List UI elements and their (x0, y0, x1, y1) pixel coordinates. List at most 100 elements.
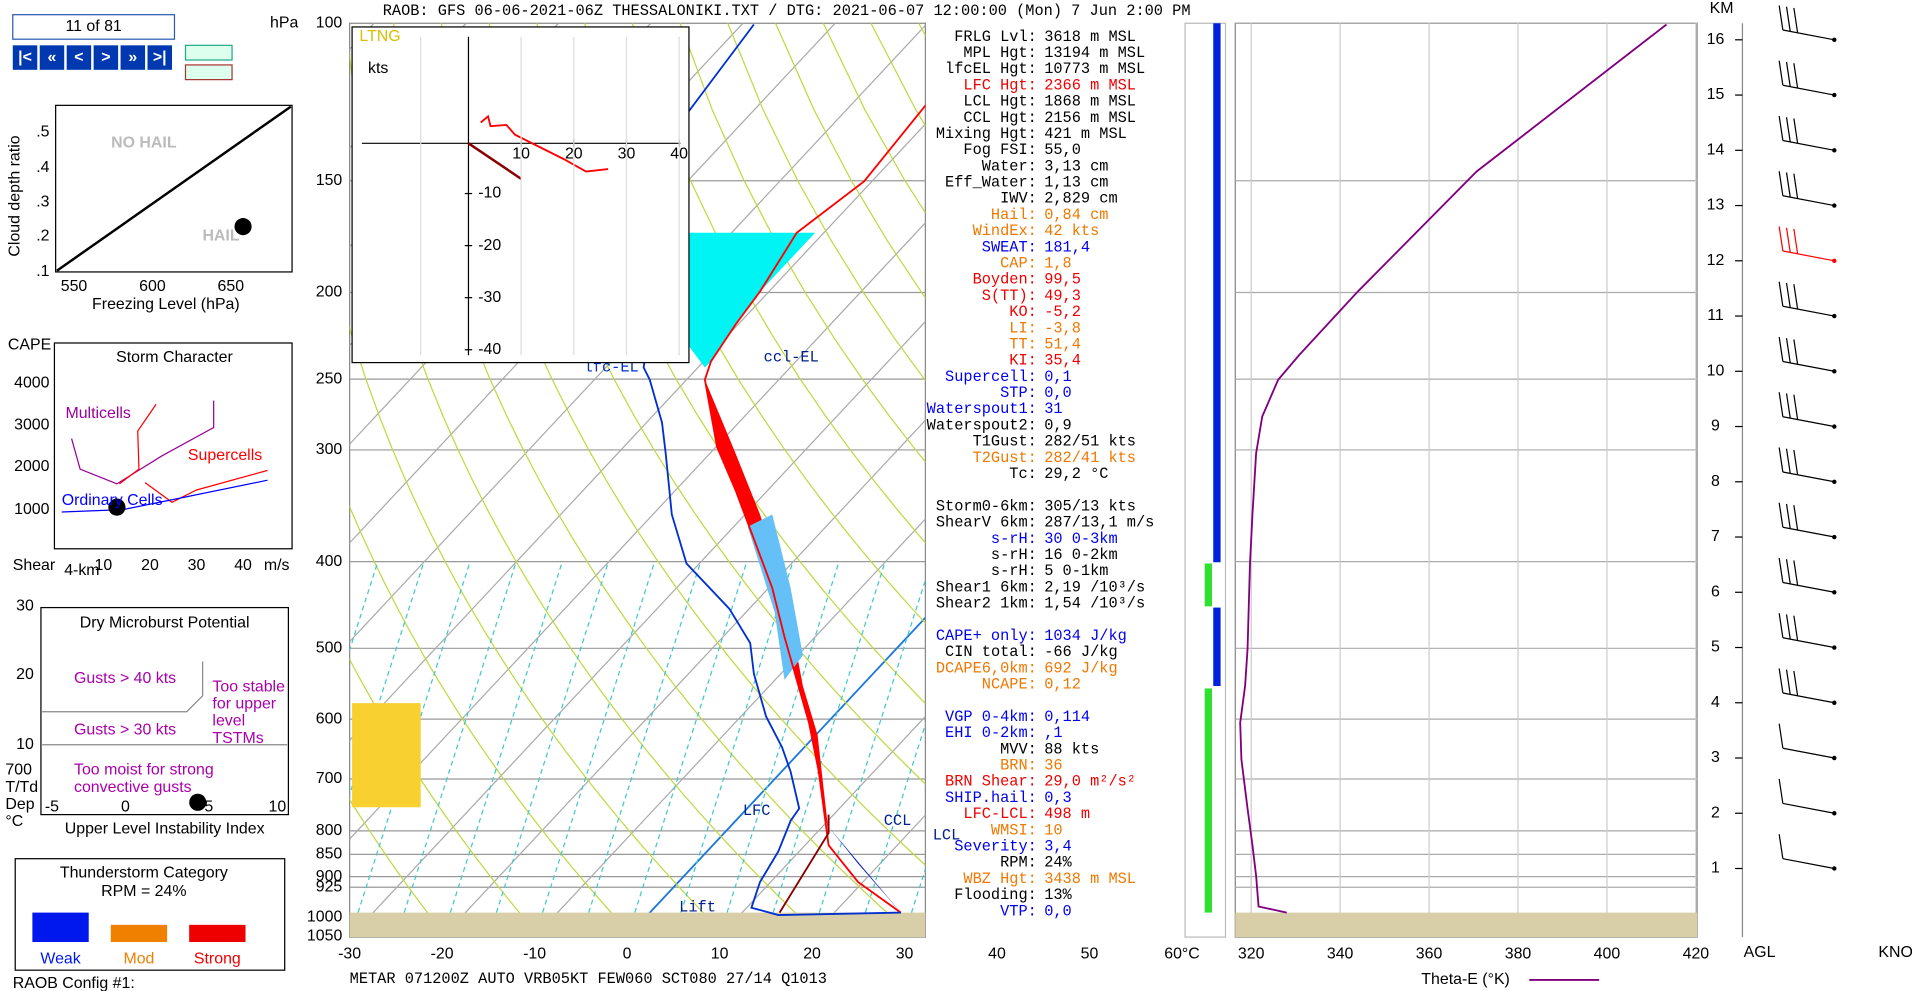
index-label: Fog FSI: (963, 141, 1036, 159)
region-line (42, 661, 204, 713)
nav-button-label: « (48, 49, 57, 66)
icon[interactable] (184, 44, 233, 61)
barb-feather (1785, 614, 1791, 640)
mixing-ratio (626, 561, 748, 938)
index-value: 0,3 (1044, 789, 1072, 807)
index-label: SWEAT: (982, 238, 1037, 256)
index-label: VTP: (1000, 902, 1037, 920)
barb-feather (1793, 670, 1799, 696)
barb-feather (1778, 115, 1784, 141)
pressure-label: 925 (316, 878, 343, 895)
index-label: TT: (1009, 335, 1037, 353)
index-label: BRN Shear: (945, 773, 1037, 791)
mixing-ratio (395, 561, 517, 938)
index-label: MPL Hgt: (963, 44, 1036, 62)
index-label: Boyden: (973, 271, 1037, 289)
mixing-ratio (349, 561, 379, 653)
index-value: 1,54 /10³/s (1044, 595, 1145, 613)
bar (1213, 23, 1221, 563)
nav-button[interactable] (66, 45, 92, 70)
index-label: Shear1 6km: (936, 578, 1037, 596)
barb-feather (1785, 61, 1791, 87)
index-value: 287/13,1 m/s (1044, 514, 1154, 532)
barb-dot (1832, 755, 1837, 761)
x-label: Upper Level Instability Index (65, 821, 265, 838)
nav-button[interactable] (93, 45, 119, 70)
knots: KNOTS (1878, 944, 1912, 961)
x-tick-label: -5 (45, 798, 59, 815)
nav-button-label: > (101, 49, 110, 66)
index-value: 42 kts (1044, 222, 1099, 240)
barb-feather (1778, 557, 1784, 583)
index-value: 49,3 (1044, 287, 1081, 305)
counter-box (12, 14, 176, 40)
barb-dot (1832, 700, 1837, 705)
hodo-unit: kts (368, 60, 388, 77)
index-value: 51,4 (1044, 335, 1081, 353)
nav-button[interactable] (120, 45, 146, 70)
barb-feather (1778, 668, 1784, 694)
km-label: 10 (1707, 362, 1725, 379)
barb-dot (1832, 258, 1837, 264)
barb-dot (1832, 203, 1837, 208)
x-tick-label: 30 (188, 557, 206, 574)
dry-adiabat (583, 23, 926, 625)
y-tick-label: .1 (36, 263, 49, 280)
x-tick-label: 650 (218, 278, 245, 295)
x-tick-label: 420 (1683, 945, 1710, 962)
index-label: Mixing Hgt: (936, 125, 1037, 143)
temperature-profile (703, 104, 926, 914)
index-value: ,1 (1044, 724, 1062, 742)
level-label: ccl-EL (764, 349, 819, 367)
barb-dot (1832, 534, 1837, 540)
config: RAOB Config #1: (13, 975, 135, 991)
barb-staff (1782, 195, 1835, 207)
y-tick-label: 10 (16, 736, 34, 753)
isotherm (349, 123, 926, 742)
microburst-title: Dry Microburst Potential (80, 615, 250, 632)
barb-feather (1785, 559, 1791, 584)
index-label: DCAPE6,0km: (936, 659, 1037, 677)
dry-adiabat (631, 23, 926, 544)
parcel-path (778, 814, 830, 914)
nav-button[interactable] (147, 45, 173, 70)
km-label: 14 (1707, 142, 1725, 159)
barb-dot (1832, 92, 1837, 98)
y-label: Cloud depth ratio (6, 135, 23, 256)
barb-feather (1793, 173, 1799, 199)
strong-swatch (189, 924, 246, 943)
pressure-label: 500 (316, 640, 343, 657)
index-value: 181,4 (1044, 238, 1090, 256)
index-label: s-rH: (991, 562, 1037, 580)
icon[interactable] (184, 64, 233, 81)
nav-button[interactable] (39, 45, 65, 70)
x-sub: 4-km (64, 562, 99, 579)
dry-adiabat (392, 23, 914, 937)
pressure-label: 800 (316, 822, 343, 839)
barb-staff (1782, 581, 1835, 593)
index-label: BRN: (1000, 757, 1037, 775)
index-value: 30 0-3km (1044, 530, 1117, 548)
barb-feather (1778, 502, 1784, 528)
barb-staff (1782, 139, 1835, 151)
index-value: -3,8 (1044, 319, 1081, 337)
nav-button[interactable] (12, 45, 38, 70)
barb-feather (1778, 447, 1784, 473)
barb-dot (1832, 313, 1837, 319)
barb-feather (1778, 778, 1784, 804)
index-label: WindEx: (973, 222, 1037, 240)
cape-area (704, 379, 829, 833)
x-tick-label: 0 (121, 798, 130, 815)
barb-feather (1785, 393, 1791, 419)
pressure-label: 1050 (307, 928, 343, 945)
index-label: T1Gust: (973, 433, 1037, 451)
nav-button-label: >| (153, 49, 167, 66)
index-value: 0,9 (1044, 416, 1072, 434)
index-value: 2156 m MSL (1044, 109, 1136, 127)
barb-staff (1782, 526, 1835, 538)
barb-feather (1778, 613, 1784, 638)
mixing-ratio (534, 561, 656, 938)
barb-feather (1778, 834, 1784, 859)
mixing-ratio (580, 561, 702, 938)
